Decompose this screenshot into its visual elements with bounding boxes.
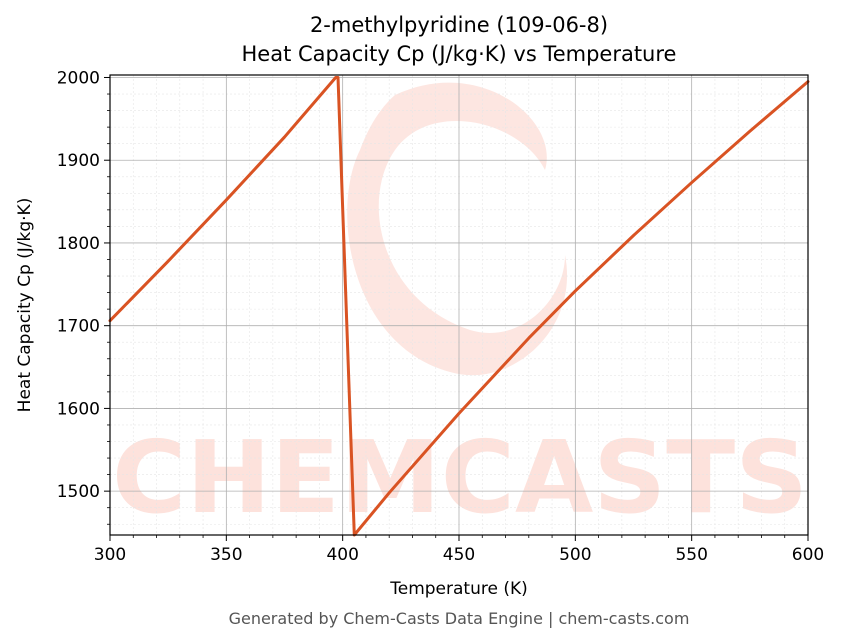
x-tick-label: 400	[326, 545, 358, 565]
x-tick-label: 500	[559, 545, 591, 565]
y-tick-label: 1900	[57, 151, 100, 171]
y-tick-label: 2000	[57, 68, 100, 88]
x-tick-label: 550	[675, 545, 707, 565]
series-group	[108, 75, 810, 537]
watermark-text: CHEMCASTS	[112, 419, 808, 536]
x-tick-label: 300	[94, 545, 126, 565]
x-tick-label: 350	[210, 545, 242, 565]
watermark-swirl-logo	[347, 82, 568, 376]
series-line	[108, 75, 810, 537]
x-axis-ticks: 300 350 400 450 500 550 600	[94, 535, 824, 565]
chart-subtitle: Heat Capacity Cp (J/kg·K) vs Temperature	[242, 42, 677, 66]
x-tick-label: 450	[443, 545, 475, 565]
x-axis-label: Temperature (K)	[389, 579, 528, 599]
y-tick-label: 1500	[57, 482, 100, 502]
y-tick-label: 1800	[57, 234, 100, 254]
chart-title: 2-methylpyridine (109-06-8)	[310, 13, 608, 37]
footer-credit: Generated by Chem-Casts Data Engine | ch…	[229, 609, 690, 628]
x-tick-label: 600	[792, 545, 824, 565]
y-axis-ticks: 1500 1600 1700 1800 1900 2000	[57, 68, 110, 525]
y-tick-label: 1700	[57, 317, 100, 337]
y-tick-label: 1600	[57, 399, 100, 419]
y-axis-label: Heat Capacity Cp (J/kg·K)	[15, 198, 35, 413]
